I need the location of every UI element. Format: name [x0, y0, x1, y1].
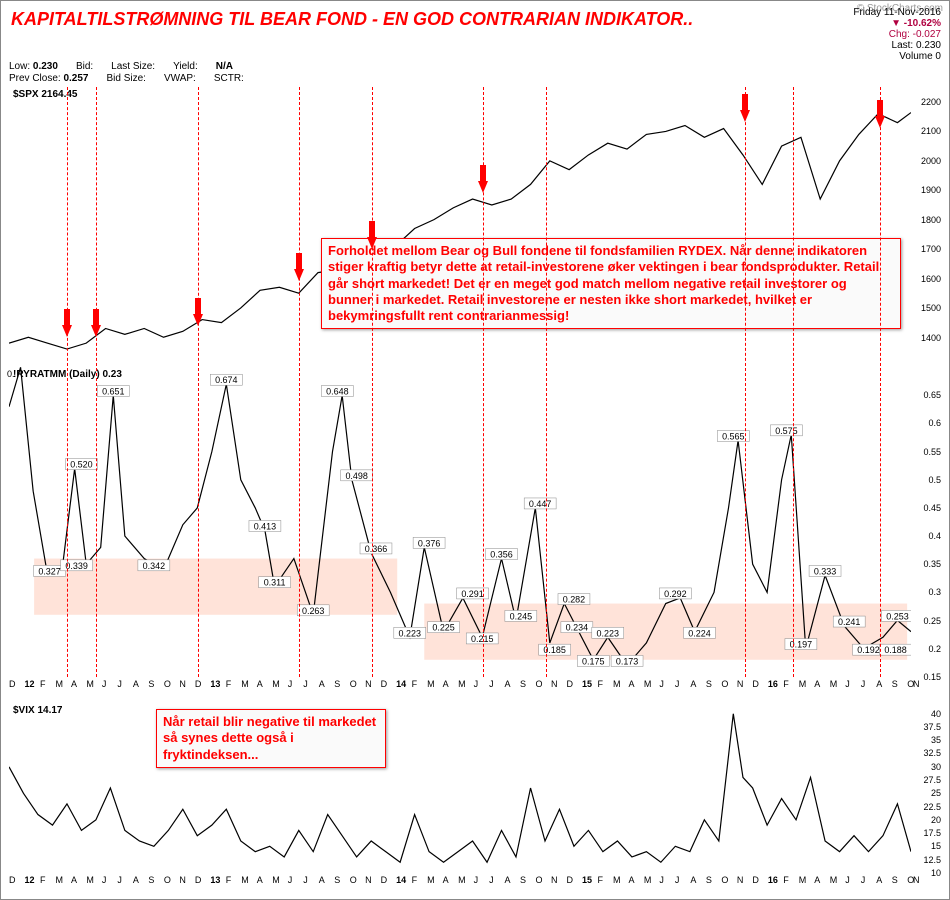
- svg-text:0.224: 0.224: [688, 628, 710, 638]
- svg-text:0.342: 0.342: [143, 561, 165, 571]
- svg-text:0.223: 0.223: [597, 628, 619, 638]
- data-row-2: Prev Close: 0.257 Bid Size: VWAP: SCTR:: [9, 73, 941, 84]
- vertical-marker: [745, 87, 746, 677]
- date-label: Friday 11-Nov-2016: [853, 7, 941, 18]
- vix-x-axis: D12FMAMJJASOND13FMAMJJASOND14FMAMJJASOND…: [9, 875, 911, 887]
- svg-text:0.520: 0.520: [70, 460, 92, 470]
- svg-text:0.253: 0.253: [886, 611, 908, 621]
- svg-text:0.175: 0.175: [582, 656, 604, 666]
- quote-info: Friday 11-Nov-2016 ▼ -10.62% Chg: -0.027…: [853, 7, 941, 62]
- chart-container: © StockCharts.com KAPITALTILSTRØMNING TI…: [0, 0, 950, 900]
- svg-text:0.263: 0.263: [302, 606, 324, 616]
- ryr-panel: !RYRATMM (Daily) 0.23 0. 0.3270.3390.520…: [9, 367, 911, 677]
- svg-text:0.173: 0.173: [616, 656, 638, 666]
- vertical-marker: [198, 87, 199, 677]
- svg-text:0.356: 0.356: [490, 550, 512, 560]
- svg-text:0.282: 0.282: [563, 595, 585, 605]
- svg-text:0.292: 0.292: [664, 589, 686, 599]
- vertical-marker: [299, 87, 300, 677]
- vix-y-axis: 1012.51517.52022.52527.53032.53537.540: [913, 703, 941, 873]
- annotation-1: Forholdet mellom Bear og Bull fondene ti…: [321, 238, 901, 329]
- svg-text:0.241: 0.241: [838, 617, 860, 627]
- svg-text:0.327: 0.327: [38, 566, 60, 576]
- vertical-marker: [372, 87, 373, 677]
- svg-text:0.498: 0.498: [345, 471, 367, 481]
- vertical-marker: [880, 87, 881, 677]
- pct-change: ▼ -10.62%: [853, 18, 941, 29]
- svg-text:0.234: 0.234: [566, 623, 588, 633]
- svg-text:0.223: 0.223: [399, 628, 421, 638]
- annotation-2: Når retail blir negative til markedet så…: [156, 709, 386, 768]
- svg-text:0.565: 0.565: [722, 431, 744, 441]
- svg-text:0.447: 0.447: [529, 499, 551, 509]
- svg-text:0.245: 0.245: [510, 611, 532, 621]
- vertical-marker: [793, 87, 794, 677]
- vertical-marker: [546, 87, 547, 677]
- svg-text:0.225: 0.225: [432, 623, 454, 633]
- svg-text:0.188: 0.188: [884, 645, 906, 655]
- last-value: Last: 0.230: [853, 40, 941, 51]
- main-title: KAPITALTILSTRØMNING TIL BEAR FOND - EN G…: [11, 9, 829, 31]
- data-row: Low: 0.230 Bid: Last Size: Yield: N/A: [9, 61, 941, 72]
- svg-text:0.333: 0.333: [814, 566, 836, 576]
- vertical-marker: [96, 87, 97, 677]
- vix-panel: $VIX 14.17 1012.51517.52022.52527.53032.…: [9, 703, 911, 873]
- ryr-x-axis: D12FMAMJJASOND13FMAMJJASOND14FMAMJJASOND…: [9, 679, 911, 691]
- svg-text:0.674: 0.674: [215, 375, 237, 385]
- svg-text:0.339: 0.339: [65, 561, 87, 571]
- change-value: Chg: -0.027: [853, 29, 941, 40]
- svg-text:0.311: 0.311: [264, 578, 286, 588]
- svg-text:0.651: 0.651: [102, 386, 124, 396]
- svg-text:0.215: 0.215: [471, 634, 493, 644]
- ryr-chart: 0.327 0.339 0.520 0.651 0.342 0.674 0.413 0.311…: [9, 367, 911, 677]
- svg-text:0.192: 0.192: [857, 645, 879, 655]
- svg-text:0.366: 0.366: [365, 544, 387, 554]
- svg-text:0.291: 0.291: [461, 589, 483, 599]
- svg-text:0.575: 0.575: [775, 426, 797, 436]
- svg-text:0.376: 0.376: [418, 538, 440, 548]
- vix-chart: [9, 703, 911, 873]
- svg-text:0.413: 0.413: [254, 521, 276, 531]
- spx-y-axis: 140015001600170018001900200021002200: [913, 87, 941, 367]
- vertical-marker: [67, 87, 68, 677]
- svg-text:0.648: 0.648: [326, 386, 348, 396]
- ryr-y-axis: 0.150.20.250.30.350.40.450.50.550.60.65: [913, 367, 941, 677]
- vertical-marker: [483, 87, 484, 677]
